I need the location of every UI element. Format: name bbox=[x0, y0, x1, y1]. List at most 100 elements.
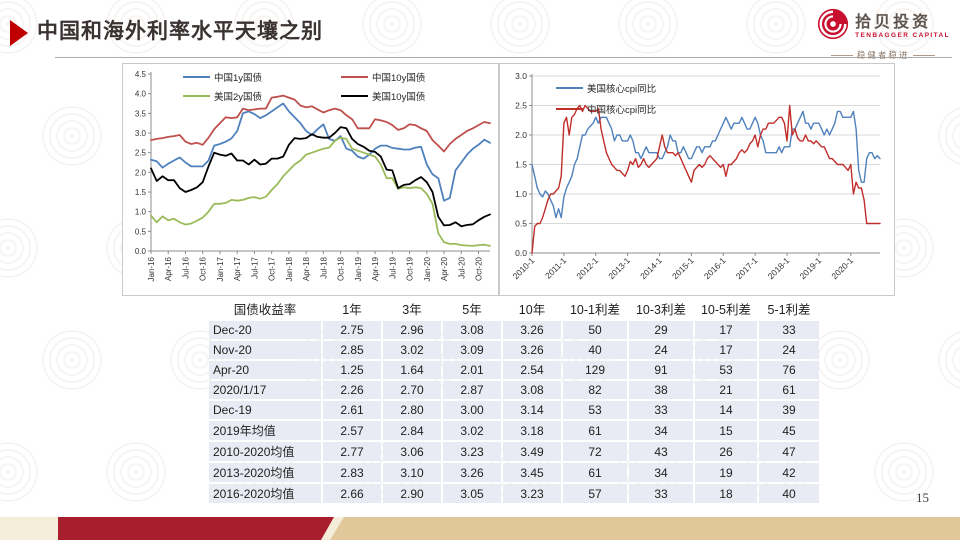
watermark-mark bbox=[104, 440, 168, 504]
table-cell: 2.57 bbox=[323, 421, 381, 440]
table-cell: 3.23 bbox=[503, 484, 561, 503]
table-cell: 129 bbox=[563, 361, 627, 379]
table-cell: 26 bbox=[695, 442, 757, 461]
watermark-mark bbox=[104, 0, 168, 56]
x-tick-label: Jan-20 bbox=[423, 256, 432, 281]
legend-item: 美国10y国债 bbox=[341, 89, 425, 103]
table-cell: 17 bbox=[695, 321, 757, 339]
table-cell: 17 bbox=[695, 341, 757, 359]
x-tick-label: Jan-19 bbox=[354, 256, 363, 281]
watermark-mark bbox=[872, 440, 936, 504]
china-overseas-bond-rates-chart: 中国1y国债 中国10y国债 美国2y国债 美国10y国债 0.0 0.5 1.0 1.5 2… bbox=[122, 63, 499, 296]
table-cell: 3.23 bbox=[443, 442, 501, 461]
series-line bbox=[150, 102, 491, 202]
x-tick-label: Jan-16 bbox=[147, 256, 156, 281]
watermark-mark bbox=[488, 0, 552, 56]
bottom-bar-red-segment bbox=[58, 517, 334, 540]
table-cell: 33 bbox=[759, 321, 819, 339]
table-cell: 2.61 bbox=[323, 401, 381, 419]
table-cell: 82 bbox=[563, 381, 627, 399]
table-row: Nov-20 2.85 3.02 3.09 3.26 40 24 17 24 bbox=[209, 341, 819, 359]
page-title: 中国和海外利率水平天壤之别 bbox=[37, 20, 323, 43]
x-tick-label: 2012-1 bbox=[574, 255, 600, 281]
series-line bbox=[531, 110, 881, 219]
y-tick-label: 0.5 bbox=[135, 227, 147, 236]
x-tick-label: Jan-18 bbox=[285, 256, 294, 281]
row-label: 2020/1/17 bbox=[209, 381, 321, 399]
watermark-mark bbox=[40, 328, 104, 392]
legend-item: 中国核心cpi同比 bbox=[556, 102, 656, 116]
x-tick-label: Apr-20 bbox=[440, 256, 449, 281]
x-tick-label: 2020-1 bbox=[829, 255, 855, 281]
legend-label: 中国核心cpi同比 bbox=[587, 105, 657, 116]
watermark-mark bbox=[232, 0, 296, 56]
table-cell: 3.45 bbox=[503, 463, 561, 482]
table-cell: 1.25 bbox=[323, 361, 381, 379]
legend-line-swatch bbox=[341, 76, 368, 78]
table-cell: 40 bbox=[563, 341, 627, 359]
watermark-mark bbox=[40, 104, 104, 168]
header-divider bbox=[55, 57, 952, 58]
table-cell: 3.06 bbox=[383, 442, 441, 461]
table-cell: 2.26 bbox=[323, 381, 381, 399]
table-cell: 3.18 bbox=[503, 421, 561, 440]
right-chart-legend: 美国核心cpi同比 中国核心cpi同比 bbox=[556, 81, 656, 116]
table-cell: 2.87 bbox=[443, 381, 501, 399]
table-cell: 42 bbox=[759, 463, 819, 482]
logo-name-en: TENBAGGER CAPITAL bbox=[855, 31, 950, 39]
watermark-mark bbox=[744, 0, 808, 56]
x-tick-label: Apr-18 bbox=[302, 256, 311, 281]
table-cell: 2.84 bbox=[383, 421, 441, 440]
table-cell: 3.49 bbox=[503, 442, 561, 461]
table-cell: 2.66 bbox=[323, 484, 381, 503]
table-row: 2013-2020均值 2.83 3.10 3.26 3.45 61 34 19 42 bbox=[209, 463, 819, 482]
table-cell: 3.26 bbox=[503, 321, 561, 339]
watermark-mark bbox=[872, 0, 936, 56]
series-line bbox=[150, 94, 491, 153]
x-tick-label: Oct-19 bbox=[406, 256, 415, 281]
x-tick-label: Jul-20 bbox=[457, 256, 466, 278]
y-tick-label: 3.0 bbox=[515, 71, 527, 81]
column-header: 10年 bbox=[518, 303, 546, 317]
y-tick-label: 2.0 bbox=[515, 130, 527, 140]
table-cell: 72 bbox=[563, 442, 627, 461]
table-cell: 3.02 bbox=[443, 421, 501, 440]
table-cell: 43 bbox=[629, 442, 693, 461]
table-cell: 24 bbox=[629, 341, 693, 359]
left-chart-canvas: 0.0 0.5 1.0 1.5 2.0 2.5 3.0 3.5 4.0 4.5 Jan-16 Apr-… bbox=[135, 70, 491, 281]
y-tick-label: 2.5 bbox=[135, 149, 147, 158]
table-cell: 2.85 bbox=[323, 341, 381, 359]
title-arrow-icon bbox=[10, 20, 28, 46]
x-tick-label: 2015-1 bbox=[670, 255, 696, 281]
logo-slogan: 稳健者稳进 bbox=[830, 49, 936, 61]
series-line bbox=[150, 136, 491, 247]
y-tick-label: 1.0 bbox=[135, 208, 147, 217]
y-tick-label: 0.0 bbox=[515, 248, 527, 258]
row-label: 2019年均值 bbox=[209, 421, 321, 440]
x-tick-label: Apr-19 bbox=[371, 256, 380, 281]
table-cell: 50 bbox=[563, 321, 627, 339]
row-label: 2010-2020均值 bbox=[209, 442, 321, 461]
series-line bbox=[531, 104, 881, 254]
legend-line-swatch bbox=[341, 95, 368, 97]
legend-line-swatch bbox=[556, 87, 583, 89]
table-cell: 21 bbox=[695, 381, 757, 399]
x-tick-label: 2019-1 bbox=[798, 255, 824, 281]
watermark-mark bbox=[616, 0, 680, 56]
column-header: 10-5利差 bbox=[700, 303, 752, 317]
table-row: Apr-20 1.25 1.64 2.01 2.54 129 91 53 76 bbox=[209, 361, 819, 379]
table-cell: 3.05 bbox=[443, 484, 501, 503]
table-cell: 2.70 bbox=[383, 381, 441, 399]
x-tick-label: Oct-17 bbox=[268, 256, 277, 281]
x-tick-label: 2014-1 bbox=[638, 255, 664, 281]
watermark-mark bbox=[360, 0, 424, 56]
table-cell: 3.08 bbox=[443, 321, 501, 339]
y-tick-label: 1.5 bbox=[515, 160, 527, 170]
row-label: Nov-20 bbox=[209, 341, 321, 359]
table-cell: 91 bbox=[629, 361, 693, 379]
y-tick-label: 2.0 bbox=[135, 168, 147, 177]
legend-label: 美国10y国债 bbox=[372, 92, 426, 103]
x-tick-label: 2013-1 bbox=[606, 255, 632, 281]
